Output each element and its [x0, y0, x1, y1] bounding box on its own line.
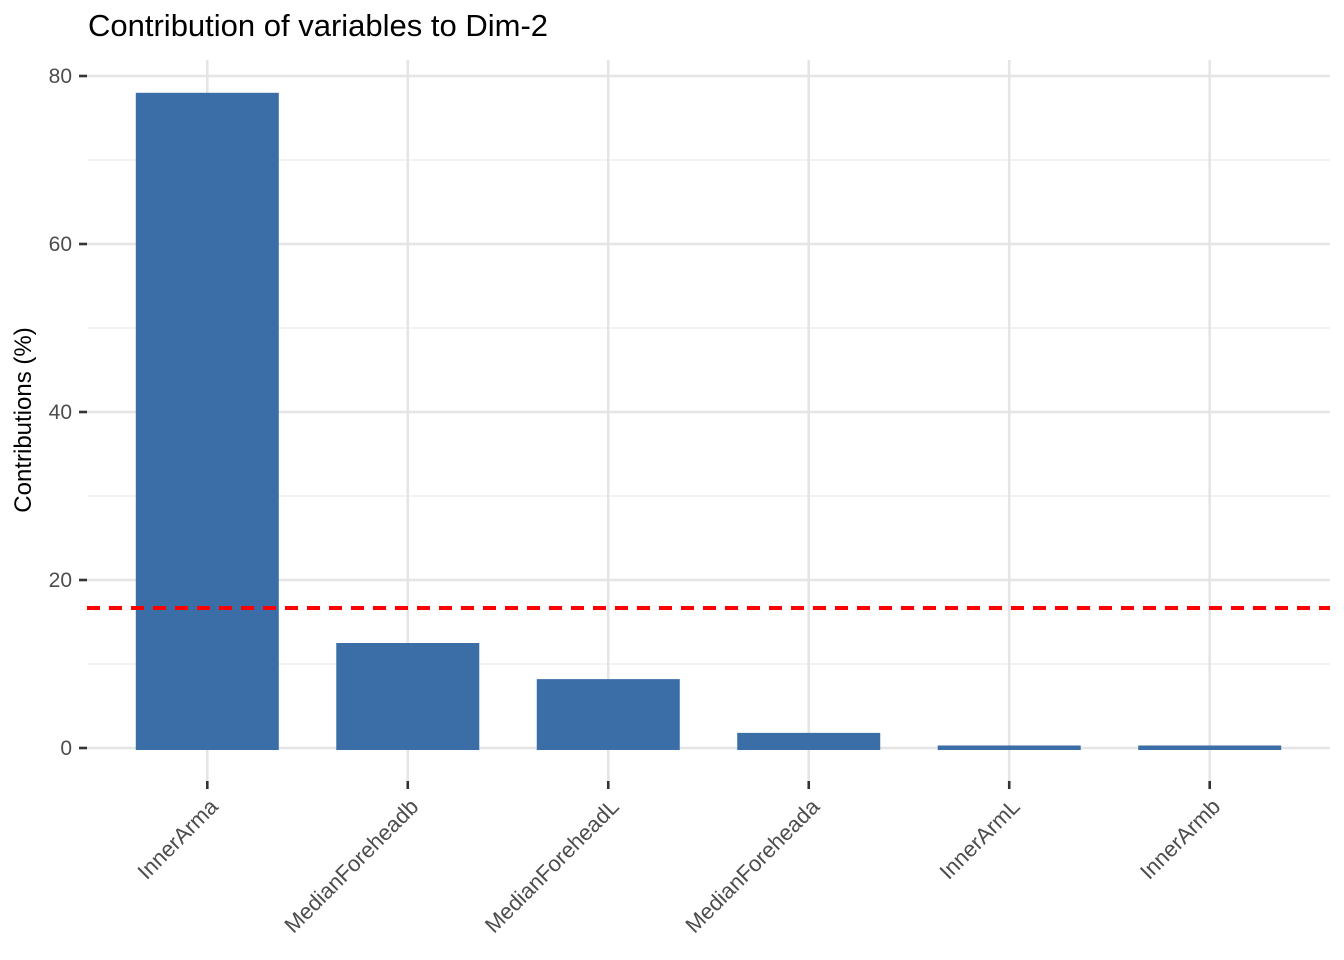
- y-tick-label-40: 40: [49, 401, 72, 424]
- x-tick-label-InnerArmb: InnerArmb: [1135, 794, 1225, 884]
- y-tick-label-60: 60: [49, 233, 72, 256]
- y-tick-label-20: 20: [49, 569, 72, 592]
- x-tick-label-InnerArma: InnerArma: [133, 793, 224, 884]
- y-tick-label-80: 80: [49, 65, 72, 88]
- bar-MedianForeheadb: [336, 643, 480, 750]
- x-tick-label-MedianForeheada: MedianForeheada: [680, 793, 824, 937]
- y-tick-label-0: 0: [60, 737, 72, 760]
- bar-InnerArma: [135, 92, 279, 751]
- x-tick-label-MedianForeheadb: MedianForeheadb: [279, 794, 423, 938]
- x-tick-label-InnerArmL: InnerArmL: [934, 794, 1024, 884]
- bar-MedianForeheadL: [536, 679, 680, 750]
- chart-title: Contribution of variables to Dim-2: [88, 8, 549, 43]
- x-tick-label-MedianForeheadL: MedianForeheadL: [480, 794, 624, 938]
- bar-InnerArmL: [937, 745, 1081, 750]
- bar-InnerArmb: [1138, 745, 1282, 750]
- bar-MedianForeheada: [737, 732, 881, 750]
